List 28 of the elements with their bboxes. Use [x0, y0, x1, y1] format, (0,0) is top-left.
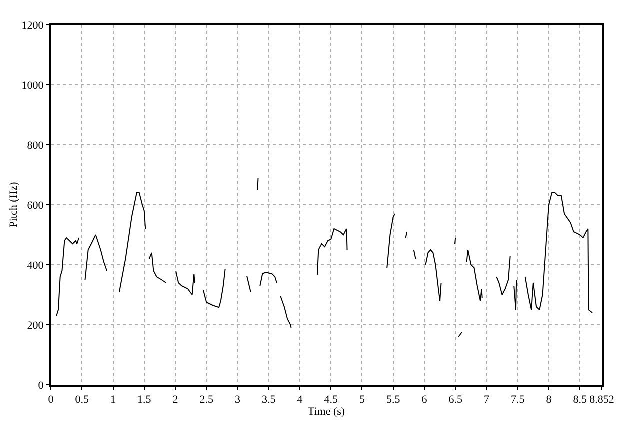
x-tick-label: 7 — [484, 394, 490, 406]
x-tick-label: 0 — [48, 394, 54, 406]
y-axis-title: Pitch (Hz) — [8, 182, 20, 228]
x-tick-label: 2.5 — [200, 394, 214, 406]
y-tick-label: 400 — [27, 260, 44, 272]
x-tick-label: 1 — [110, 394, 116, 406]
x-tick-label: 5.5 — [386, 394, 401, 406]
x-tick-label: 3.5 — [262, 394, 276, 406]
x-tick-label: 4.5 — [324, 394, 338, 406]
x-tick-label: 6.5 — [448, 394, 463, 406]
x-tick-label: 5 — [359, 394, 366, 406]
x-tick-label: 8.852 — [590, 394, 614, 406]
x-tick-label: 8 — [546, 394, 552, 406]
x-tick-label: 2 — [172, 394, 178, 406]
x-tick-label: 3 — [234, 394, 241, 406]
x-tick-label: 8.5 — [573, 394, 588, 406]
x-tick-label: 1.5 — [137, 394, 152, 406]
x-tick-label: 4 — [297, 394, 304, 406]
y-tick-label: 800 — [27, 140, 44, 152]
y-tick-label: 200 — [27, 320, 44, 332]
x-tick-label: 0.5 — [75, 394, 90, 406]
y-tick-label: 600 — [27, 200, 44, 212]
x-axis-title: Time (s) — [308, 406, 346, 418]
x-tick-label: 6 — [422, 394, 428, 406]
x-tick-label: 7.5 — [510, 394, 526, 406]
y-tick-label: 1000 — [22, 80, 44, 92]
y-tick-label: 0 — [38, 380, 44, 392]
y-tick-label: 1200 — [22, 20, 44, 32]
